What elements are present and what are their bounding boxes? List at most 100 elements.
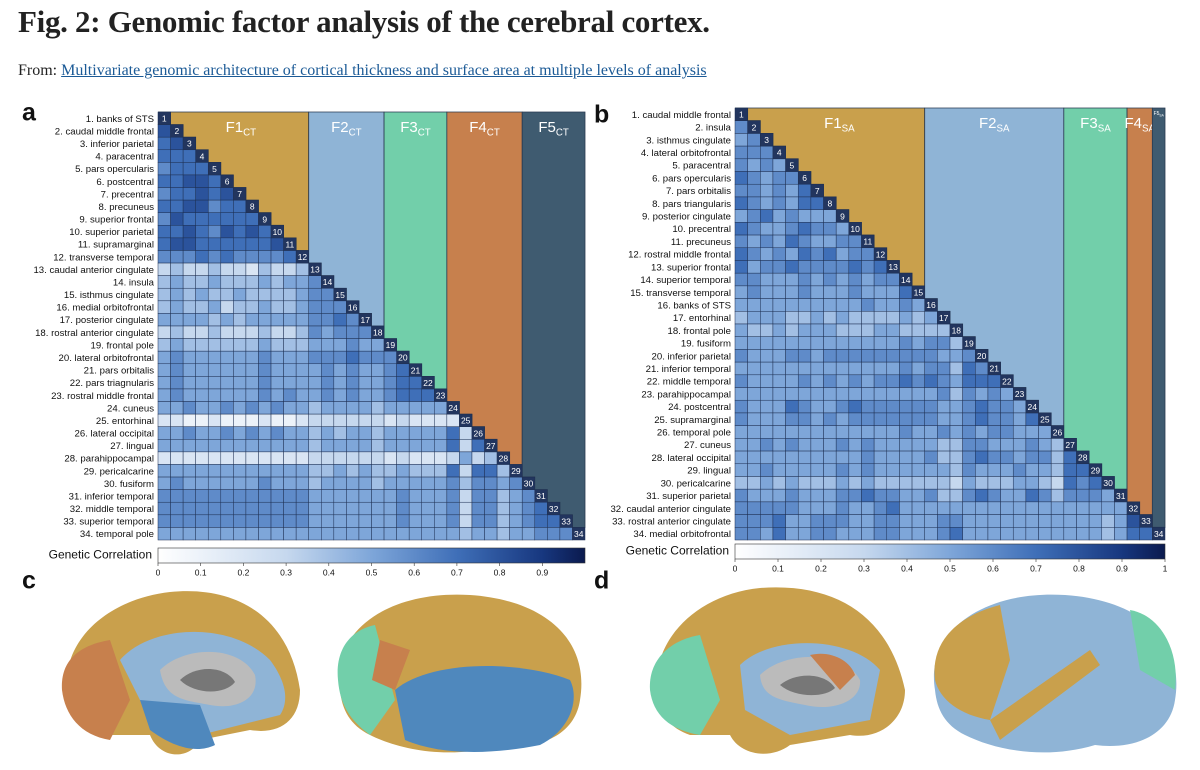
factor-subscript: SA	[842, 123, 856, 134]
correlation-cell	[924, 438, 938, 452]
correlation-cell	[772, 527, 786, 541]
correlation-cell	[1000, 488, 1014, 503]
correlation-cell	[308, 413, 322, 427]
correlation-cell	[924, 527, 938, 541]
colorbar-tick-label: 0.3	[858, 563, 870, 573]
region-label: 16. banks of STS	[657, 300, 731, 311]
diagonal-cell	[471, 426, 485, 440]
correlation-cell	[911, 412, 925, 426]
correlation-cell	[886, 311, 900, 325]
correlation-cell	[987, 399, 1001, 414]
correlation-cell	[1038, 488, 1052, 503]
correlation-cell	[383, 501, 397, 516]
correlation-cell	[975, 450, 989, 465]
correlation-cell	[333, 313, 347, 327]
correlation-cell	[371, 363, 385, 377]
diagonal-label: 15	[914, 287, 924, 297]
correlation-cell	[258, 426, 272, 440]
correlation-cell	[233, 489, 247, 503]
correlation-cell	[471, 527, 485, 541]
correlation-cell	[233, 300, 247, 314]
correlation-cell	[760, 158, 774, 172]
correlation-cell	[734, 412, 748, 426]
correlation-cell	[295, 350, 309, 365]
region-label: 34. temporal pole	[80, 529, 154, 540]
diagonal-cell	[1063, 438, 1077, 452]
correlation-cell	[170, 451, 184, 465]
correlation-cell	[283, 388, 297, 402]
region-label: 26. lateral occipital	[75, 429, 154, 440]
correlation-cell	[785, 374, 799, 388]
correlation-cell	[220, 338, 234, 352]
correlation-cell	[321, 514, 335, 528]
correlation-cell	[760, 501, 774, 515]
correlation-cell	[797, 501, 812, 515]
correlation-cell	[734, 361, 748, 376]
correlation-cell	[785, 196, 799, 210]
correlation-cell	[873, 476, 888, 490]
figure-source: From: Multivariate genomic architecture …	[18, 62, 707, 80]
source-link[interactable]: Multivariate genomic architecture of cor…	[61, 62, 707, 79]
correlation-cell	[747, 387, 761, 401]
correlation-cell	[797, 247, 812, 261]
correlation-cell	[358, 464, 372, 478]
correlation-cell	[861, 311, 875, 325]
correlation-cell	[421, 401, 435, 415]
correlation-cell	[949, 476, 963, 490]
diagonal-label: 20	[977, 351, 987, 361]
diagonal-label: 24	[1027, 402, 1037, 412]
correlation-cell	[295, 489, 309, 503]
region-label: 24. cuneus	[107, 403, 154, 414]
correlation-cell	[295, 464, 309, 478]
diagonal-label: 19	[386, 340, 396, 350]
diagonal-label: 4	[200, 151, 205, 161]
correlation-cell	[810, 336, 824, 350]
diagonal-cell	[1000, 374, 1014, 388]
diagonal-label: 6	[802, 173, 807, 183]
correlation-cell	[484, 527, 498, 541]
correlation-cell	[459, 501, 473, 516]
correlation-cell	[207, 426, 222, 440]
correlation-cell	[484, 451, 498, 465]
diagonal-label: 33	[1141, 516, 1151, 526]
correlation-cell	[421, 501, 435, 516]
correlation-cell	[182, 237, 196, 251]
correlation-cell	[170, 187, 184, 201]
correlation-cell	[772, 361, 786, 376]
correlation-cell	[899, 412, 913, 426]
correlation-cell	[861, 412, 875, 426]
correlation-cell	[270, 287, 284, 302]
correlation-cell	[823, 476, 837, 490]
correlation-cell	[220, 464, 234, 478]
diagonal-label: 1	[739, 110, 744, 120]
correlation-cell	[734, 183, 748, 198]
diagonal-cell	[408, 363, 422, 377]
correlation-cell	[760, 374, 774, 388]
correlation-cell	[899, 488, 913, 503]
correlation-cell	[899, 323, 913, 337]
correlation-cell	[346, 388, 360, 402]
correlation-cell	[383, 489, 397, 503]
correlation-cell	[734, 260, 748, 274]
correlation-cell	[283, 300, 297, 314]
correlation-cell	[270, 413, 284, 427]
correlation-cell	[797, 412, 812, 426]
correlation-cell	[734, 476, 748, 490]
correlation-cell	[734, 234, 748, 249]
correlation-cell	[747, 349, 761, 363]
correlation-cell	[924, 476, 938, 490]
colorbar-label: Genetic Correlation	[626, 544, 729, 558]
diagonal-cell	[182, 136, 196, 151]
correlation-cell	[195, 275, 209, 289]
diagonal-cell	[924, 298, 938, 312]
correlation-cell	[861, 323, 875, 337]
correlation-cell	[182, 363, 196, 377]
correlation-cell	[1050, 501, 1065, 515]
correlation-cell	[797, 336, 812, 350]
region-label: 20. lateral orbitofrontal	[59, 353, 154, 364]
diagonal-cell	[346, 300, 360, 314]
correlation-cell	[760, 145, 774, 160]
correlation-cell	[1088, 514, 1103, 528]
diagonal-cell	[333, 287, 347, 302]
correlation-cell	[785, 272, 799, 287]
